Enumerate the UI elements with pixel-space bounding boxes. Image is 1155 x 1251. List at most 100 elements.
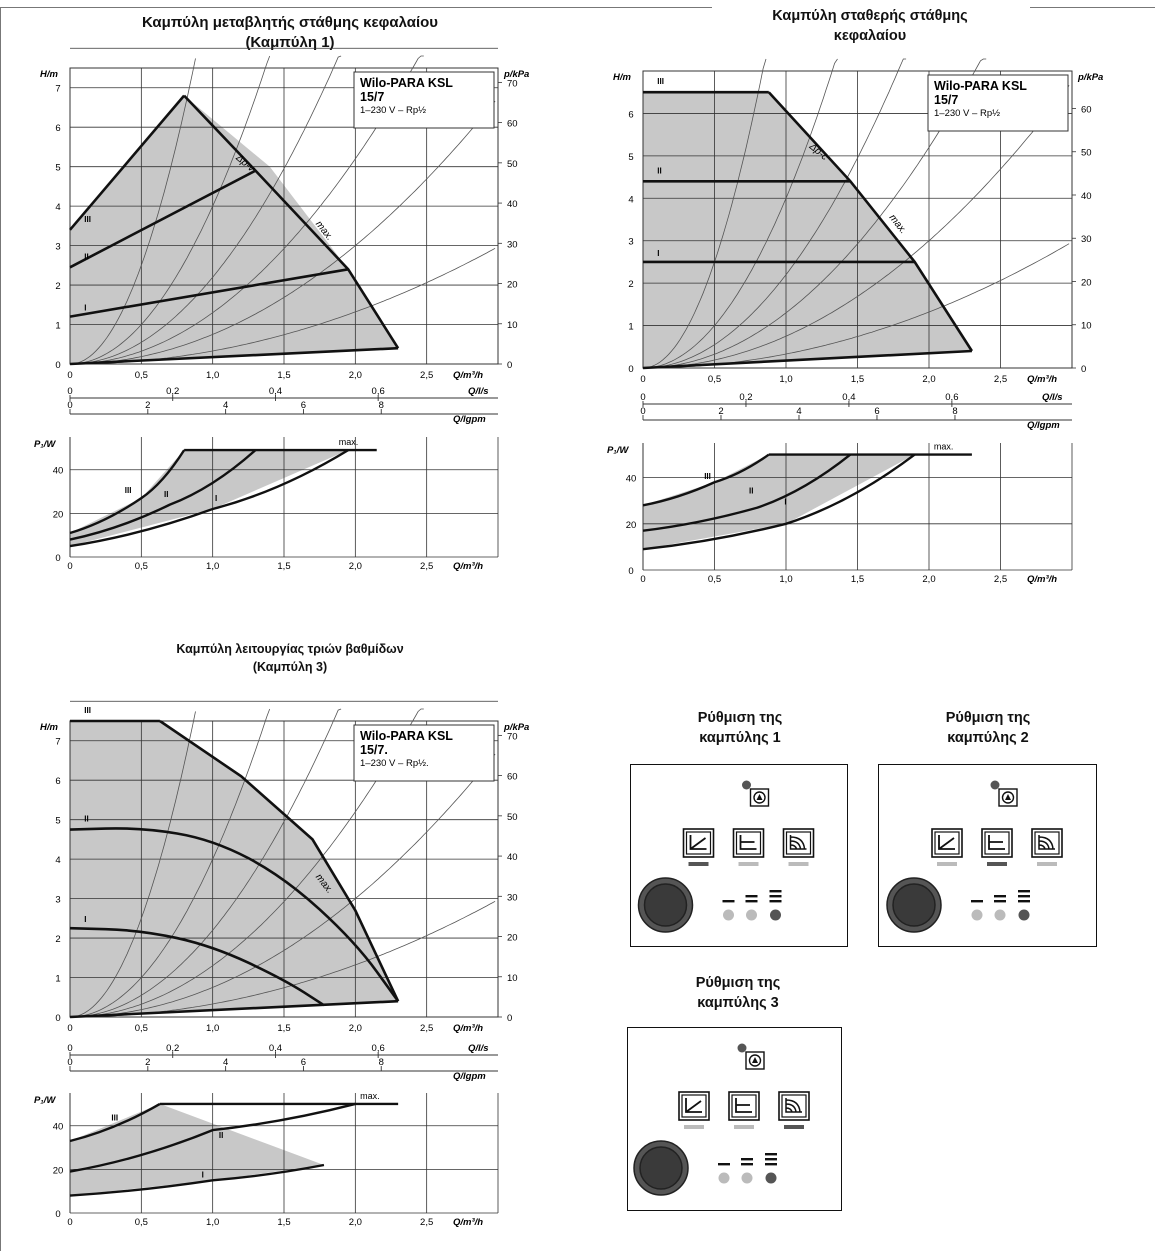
speed-bar-icon — [765, 1163, 777, 1166]
pump-icon-arrow — [756, 794, 763, 800]
settings3-panel — [627, 1027, 842, 1211]
x-tick: 2,0 — [349, 1023, 362, 1034]
pump-icon-arrow — [752, 1057, 758, 1063]
settings1-title-line1: Ρύθμιση της — [697, 710, 783, 726]
setting-label-II: II — [657, 166, 661, 175]
power-max-label: max. — [339, 437, 359, 447]
model-size: 15/7 — [360, 90, 384, 104]
model-name: Wilo-PARA KSL — [934, 79, 1027, 93]
right-tick: 10 — [507, 973, 518, 984]
envelope-bottom — [69, 346, 399, 366]
power-y-label: P₁/W — [607, 445, 629, 456]
x-tick: 2,5 — [420, 370, 433, 381]
gpm-tick: 0 — [67, 400, 72, 411]
ls-tick: 0,4 — [269, 1043, 282, 1054]
frame-left — [0, 7, 1, 1251]
y-axis-label: H/m — [40, 69, 59, 80]
y-tick: 5 — [55, 816, 60, 827]
speed-bar-icon — [718, 1163, 730, 1166]
y-tick: 2 — [55, 934, 60, 945]
right-tick: 50 — [1081, 148, 1092, 159]
y-axis-label: H/m — [40, 722, 59, 733]
x-tick: 0,5 — [135, 370, 148, 381]
constant-dp-mode-icon — [732, 828, 765, 866]
power-max-label: max. — [934, 442, 954, 452]
head-plot-frame — [69, 67, 499, 365]
x-tick: 2,0 — [922, 374, 935, 385]
speed-led — [746, 909, 757, 921]
right-tick: 40 — [507, 199, 518, 210]
power-x-tick: 1,0 — [779, 574, 792, 585]
mode-glyph — [689, 835, 707, 850]
power-curve-III — [69, 1102, 161, 1143]
right-tick: 20 — [507, 933, 518, 944]
mode-glyph — [938, 835, 955, 850]
right-tick: 0 — [507, 360, 512, 371]
setting-curve-I — [69, 268, 349, 318]
ls-axis-label: Q/l/s — [468, 386, 489, 397]
gpm-axis-label: Q/lgpm — [453, 1071, 486, 1082]
speed-bar-icon — [769, 890, 782, 893]
mode-glyph — [988, 835, 1005, 850]
ls-tick: 0,2 — [166, 1043, 179, 1054]
ls-tick: 0,2 — [739, 392, 752, 403]
gpm-tick: 6 — [301, 400, 306, 411]
x-tick: 0,5 — [708, 374, 721, 385]
gpm-tick: 2 — [145, 400, 150, 411]
right-tick: 60 — [507, 119, 518, 130]
y-tick: 4 — [55, 855, 60, 866]
curve1-title-line2: (Καμπύλη 1) — [245, 34, 335, 51]
gpm-axis-label: Q/lgpm — [1027, 420, 1060, 431]
right-tick: 40 — [507, 852, 518, 863]
right-tick: 40 — [1081, 191, 1092, 202]
power-label-III: III — [111, 1113, 118, 1122]
model-box — [353, 724, 495, 782]
x-tick: 1,5 — [851, 374, 864, 385]
ls-axis-label: Q/l/s — [1042, 392, 1063, 403]
head-plot-frame — [642, 70, 1073, 369]
mode-glyph — [1038, 835, 1055, 850]
curve1-title: Καμπύλη μεταβλητής στάθμης κεφαλαίου (Κα… — [60, 13, 520, 53]
constant-dp-mode-icon — [981, 828, 1013, 866]
model-name: Wilo-PARA KSL — [360, 76, 453, 90]
power-curve-I — [69, 1163, 325, 1197]
ls-tick: 0,6 — [372, 386, 385, 397]
envelope-bottom — [642, 349, 972, 370]
power-label-II: II — [164, 490, 168, 499]
power-x-tick: 1,5 — [277, 1217, 290, 1228]
setting-label-I: I — [84, 915, 86, 924]
mode-button-frame — [981, 828, 1013, 858]
speed-led — [723, 909, 734, 921]
power-x-label: Q/m³/h — [453, 561, 483, 572]
gpm-tick: 8 — [952, 406, 957, 417]
x-tick: 2,0 — [349, 370, 362, 381]
control-knob-inner — [892, 883, 936, 927]
power-label-II: II — [749, 487, 753, 496]
mode-button-inner — [681, 1094, 707, 1118]
power-y-tick: 0 — [55, 1209, 60, 1220]
right-tick: 60 — [1081, 104, 1092, 115]
settings2-title-line2: καμπύλης 2 — [947, 730, 1029, 746]
system-curve — [70, 100, 496, 365]
right-tick: 50 — [507, 159, 518, 170]
ls-tick: 0 — [640, 392, 645, 403]
right-tick: 30 — [507, 892, 518, 903]
power-x-tick: 0,5 — [708, 574, 721, 585]
setting-label-III: III — [84, 706, 91, 715]
mode-button-inner — [685, 831, 712, 855]
y-axis-label: H/m — [613, 72, 632, 83]
model-voltage: 1–230 V – Rp½ — [934, 108, 1000, 119]
three-speed-mode-icon — [778, 1091, 810, 1129]
y-tick: 1 — [55, 321, 60, 332]
operating-envelope — [70, 95, 399, 365]
settings3-title: Ρύθμιση της καμπύλης 3 — [638, 973, 838, 1013]
ls-tick: 0,6 — [372, 1043, 385, 1054]
power-curve-II — [69, 1102, 356, 1173]
power-curve-II — [69, 449, 257, 541]
y-tick: 5 — [628, 152, 633, 163]
mode-indicator — [937, 862, 957, 866]
right-tick: 30 — [507, 239, 518, 250]
